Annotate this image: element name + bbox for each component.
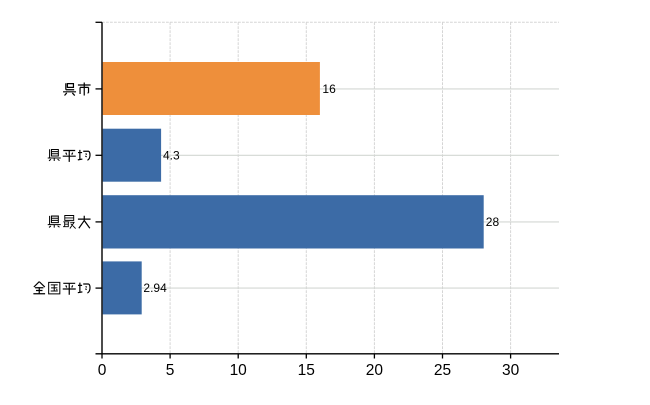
svg-text:15: 15 <box>298 362 315 379</box>
svg-text:30: 30 <box>502 362 520 379</box>
svg-text:2.94: 2.94 <box>143 281 167 295</box>
svg-text:4.3: 4.3 <box>163 148 180 162</box>
svg-text:25: 25 <box>434 362 451 379</box>
svg-text:16: 16 <box>322 82 336 96</box>
svg-text:0: 0 <box>98 362 107 379</box>
svg-text:5: 5 <box>166 362 175 379</box>
svg-text:10: 10 <box>230 362 248 379</box>
svg-text:20: 20 <box>366 362 384 379</box>
svg-text:28: 28 <box>486 215 500 229</box>
